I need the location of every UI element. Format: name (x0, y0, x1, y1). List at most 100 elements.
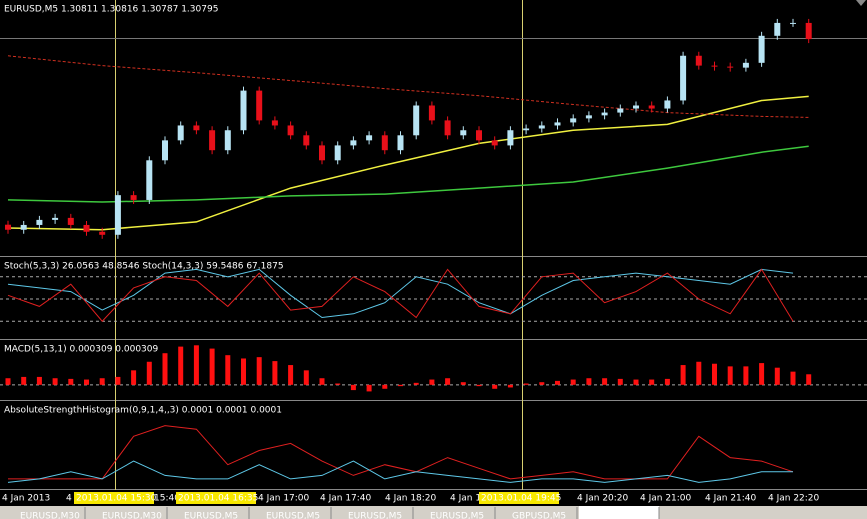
candle (224, 130, 231, 151)
macd-bar (539, 382, 545, 385)
macd-bar (36, 376, 42, 385)
candle (177, 125, 184, 141)
tab[interactable]: EURUSD,M5 (184, 512, 238, 519)
macd-bar (429, 379, 435, 385)
candle (680, 55, 687, 101)
macd-bar (680, 365, 686, 385)
tab[interactable]: EURUSD,M5 (348, 512, 402, 519)
time-highlight (176, 492, 256, 504)
macd-bar (649, 379, 655, 385)
time-label: 2013.01.04 16:35 (178, 494, 258, 504)
candle (523, 128, 530, 131)
tab[interactable]: EURUSD,M30 (20, 512, 80, 519)
tab[interactable]: GBPUSD,M5 (512, 512, 566, 519)
candle (538, 125, 545, 129)
macd-bar (774, 367, 780, 385)
candle (287, 125, 294, 136)
candle (444, 120, 451, 136)
candle (633, 105, 639, 109)
candle (146, 160, 153, 200)
time-label: 4 Jan 20:20 (577, 494, 629, 504)
tab[interactable]: EURUSD,M30 (102, 512, 162, 519)
candle (664, 100, 671, 109)
candle (52, 217, 59, 220)
macd-bar (319, 378, 325, 385)
time-label: 4 Jan 18:20 (385, 494, 437, 504)
candle (99, 231, 106, 235)
macd-bar (256, 357, 262, 385)
macd-bar (5, 378, 11, 385)
candle (428, 105, 435, 121)
macd-bar (413, 382, 419, 385)
candle (554, 122, 561, 126)
time-label: 4 Jan 22:20 (768, 494, 820, 504)
candle (774, 22, 781, 36)
macd-bar (617, 378, 623, 385)
candle (303, 135, 310, 146)
macd-bar (806, 374, 812, 385)
macd-bar (790, 371, 796, 385)
candle (460, 130, 467, 136)
stoch-header: Stoch(5,3,3) 26.0563 48.8546 Stoch(14,3,… (4, 262, 284, 272)
candle (790, 22, 796, 24)
macd-bar (366, 384, 372, 392)
macd-bar (712, 363, 717, 385)
oscillator-line (7, 268, 794, 322)
time-label: 4 Jan 17:00 (258, 494, 310, 504)
candle (5, 224, 11, 230)
macd-bar (241, 358, 246, 385)
candle (742, 62, 749, 68)
candle (695, 55, 702, 66)
time-label: 4 (66, 494, 72, 504)
time-label: 2013.01.04 15:30 (76, 494, 157, 504)
candle (381, 135, 388, 151)
candle (617, 108, 624, 113)
macd-bar (445, 378, 451, 385)
macd-bar (555, 380, 560, 385)
candle (271, 120, 278, 126)
candle (601, 112, 608, 116)
time-label: 2013.01.04 19:45 (481, 494, 561, 504)
macd-bar (602, 378, 608, 385)
time-label: 4 Jan 17:40 (320, 494, 372, 504)
time-label: 4 Jan 2013 (2, 494, 50, 504)
macd-bar (570, 379, 576, 385)
price-header: EURUSD,M5 1.30811 1.30816 1.30787 1.3079… (4, 5, 218, 15)
candle (256, 90, 263, 121)
candle (727, 66, 734, 68)
time-label: 4 Jan 21:00 (640, 494, 692, 504)
candle (507, 130, 514, 146)
macd-bar (178, 346, 184, 385)
candle (130, 195, 137, 200)
tab[interactable]: EURUSD,M5 (430, 512, 484, 519)
macd-bar (209, 348, 215, 385)
time-label: 4 Jan 1 (450, 494, 481, 504)
candle (491, 140, 498, 146)
macd-bar (727, 366, 733, 385)
macd-bar (743, 366, 749, 385)
oscillator-line (8, 425, 794, 480)
candle (67, 217, 74, 225)
candle (711, 65, 718, 67)
macd-bar (115, 376, 121, 385)
macd-bar (664, 378, 670, 385)
macd-bar (492, 384, 498, 389)
tab[interactable]: EURUSD,M5 (266, 512, 320, 519)
macd-bar (696, 361, 702, 385)
candle (648, 105, 655, 109)
scroll-marker (856, 0, 866, 6)
tab-active[interactable] (579, 506, 659, 519)
macd-bar (759, 363, 765, 385)
candle (570, 118, 577, 123)
candle (758, 35, 765, 63)
macd-bar (303, 370, 309, 385)
tab[interactable]: EURUSD,M5 (594, 512, 648, 519)
macd-bar (633, 379, 639, 385)
moving-average (7, 55, 809, 118)
candle (585, 115, 592, 119)
macd-bar (507, 384, 513, 388)
candle (366, 135, 373, 141)
candle (20, 224, 27, 230)
candle (397, 135, 404, 151)
